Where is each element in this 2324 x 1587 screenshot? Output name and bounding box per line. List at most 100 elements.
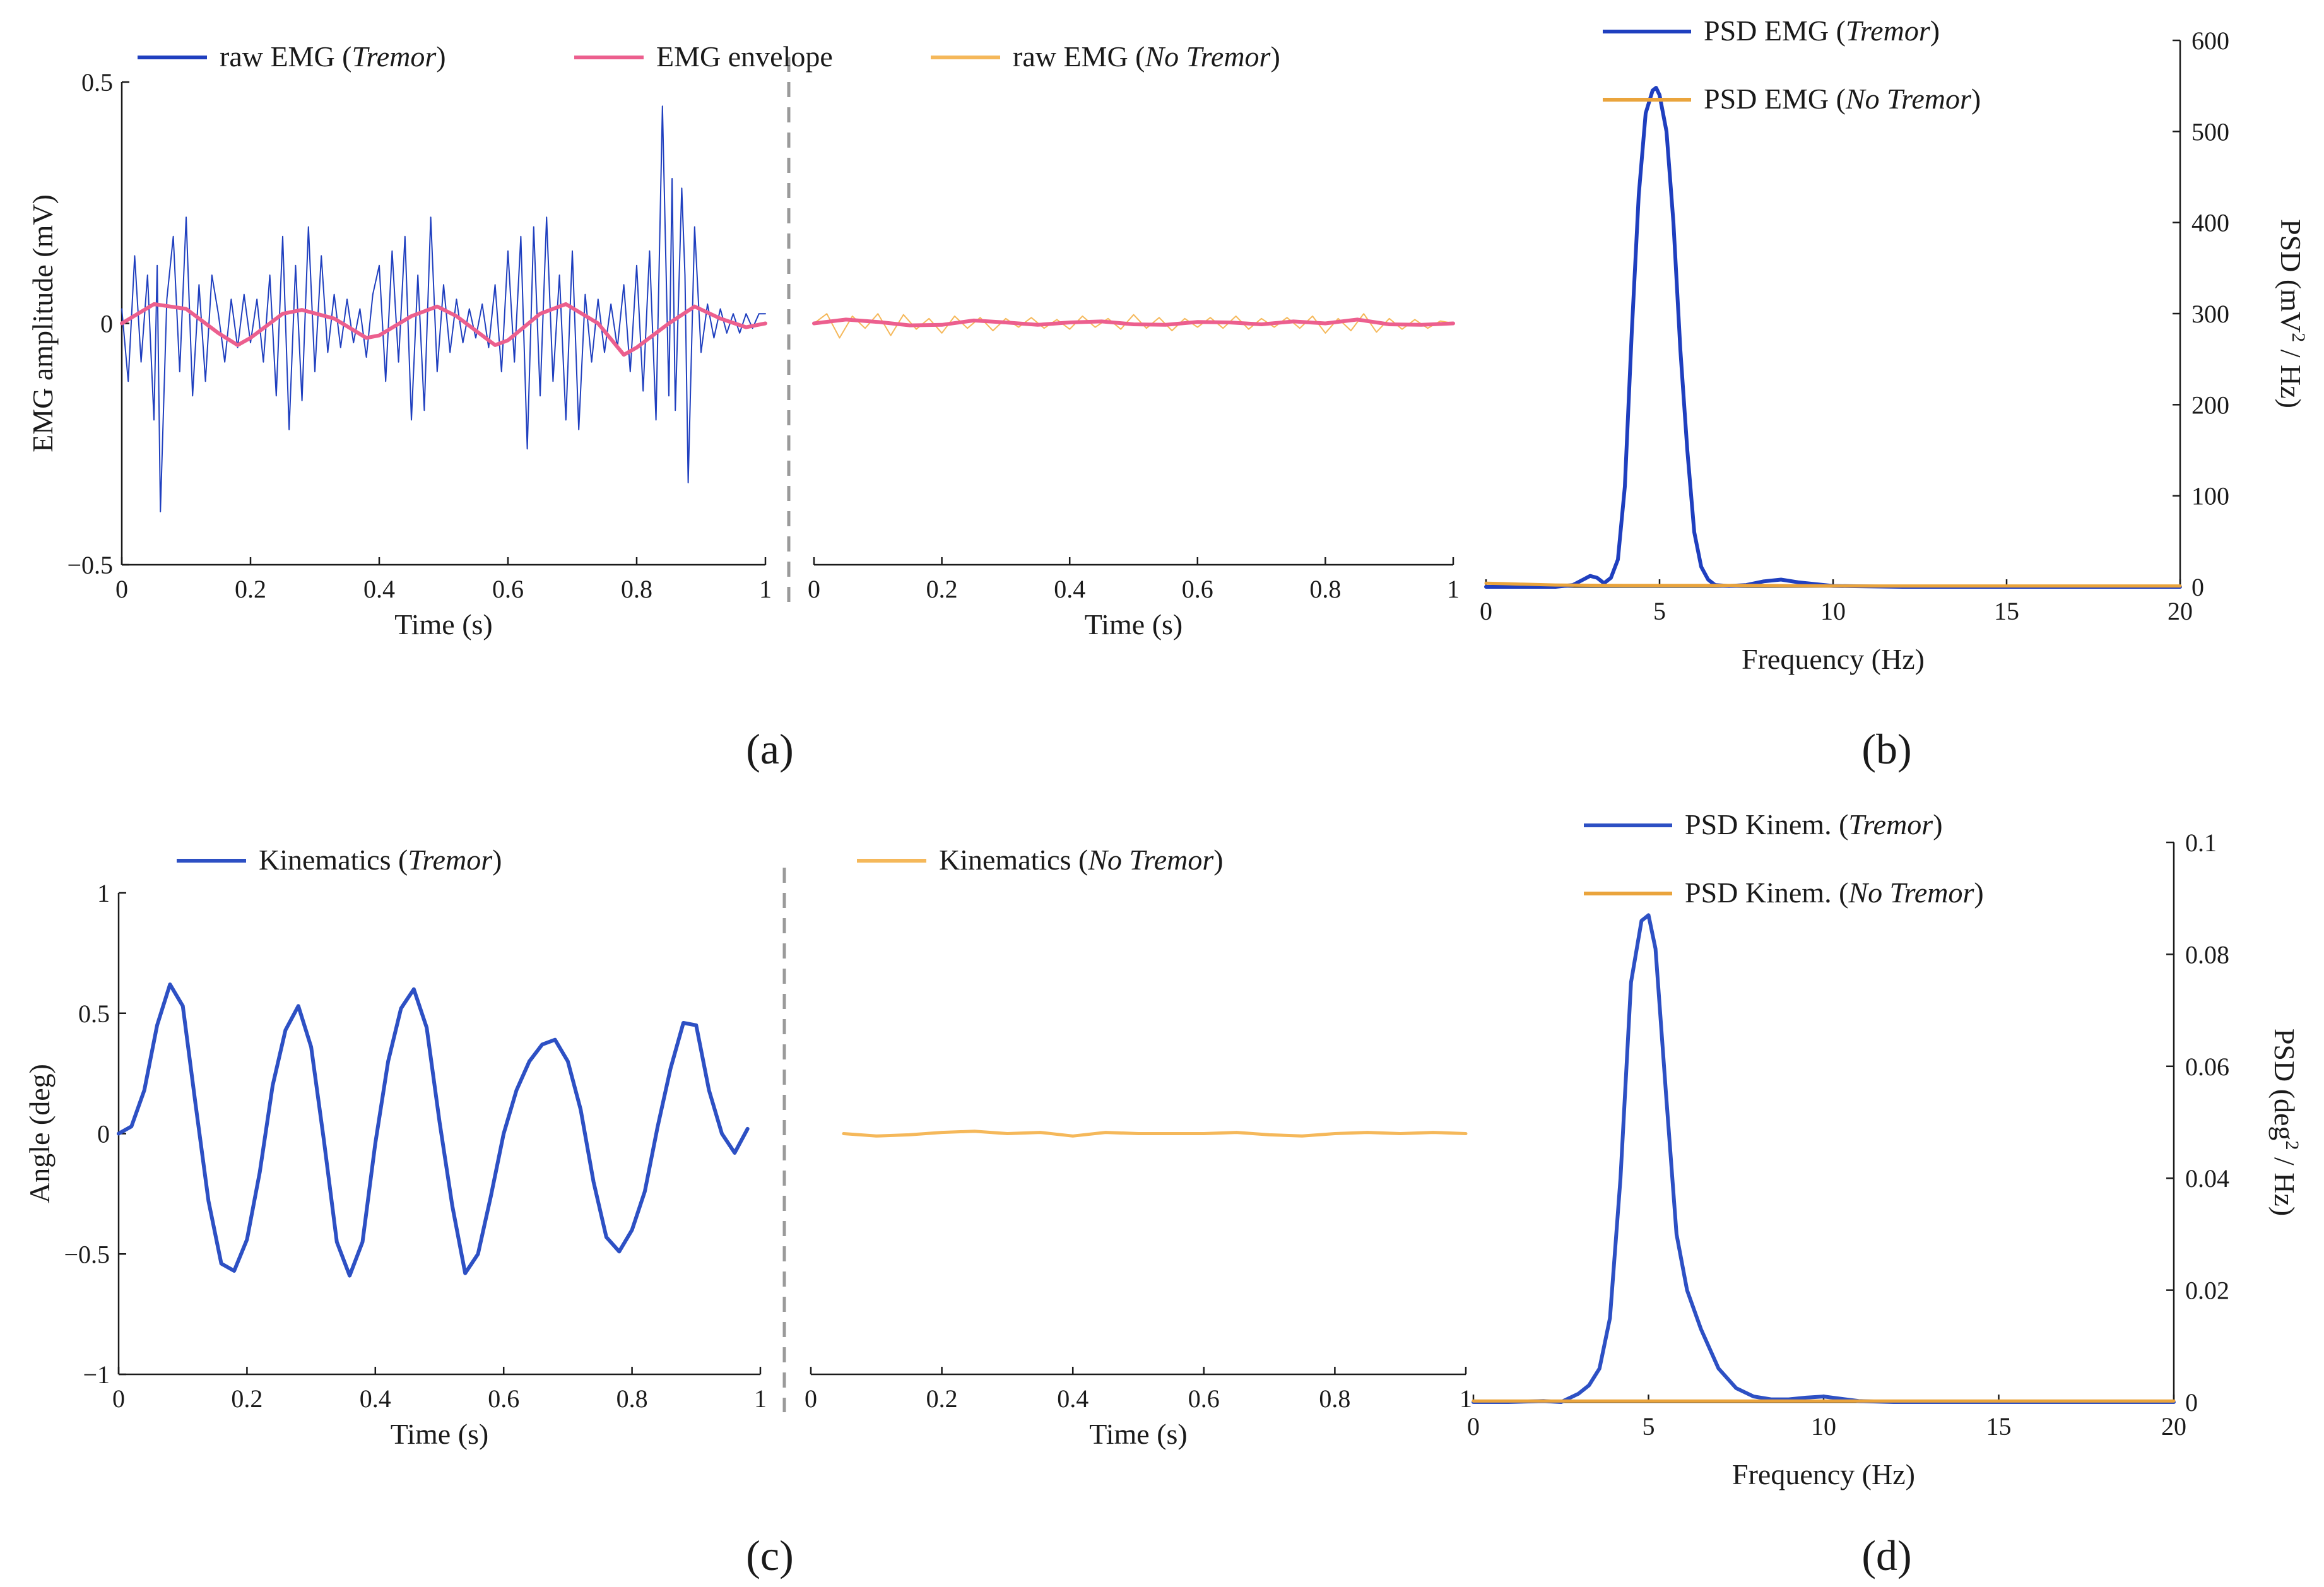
y-tick-label: 0.02 — [2185, 1277, 2229, 1305]
x-tick-label: 0.4 — [1054, 575, 1085, 603]
subplot-1: 0 0.2 0.4 0.6 0.8 1 Time (s) — [112, 982, 767, 1450]
y-tick-label: −0.5 — [64, 1240, 110, 1268]
legend-entry: raw EMG (Tremor) — [138, 40, 446, 73]
x-tick-label: 5 — [1643, 1412, 1655, 1441]
legend-entry-label: PSD Kinem. (Tremor) — [1685, 808, 1943, 841]
legend-entry: PSD Kinem. (No Tremor) — [1584, 876, 1984, 909]
series-line — [842, 1130, 1468, 1138]
x-tick-label: 10 — [1820, 597, 1846, 625]
legend-entry: EMG envelope — [574, 40, 833, 73]
legend-entry-label: raw EMG (No Tremor) — [1013, 40, 1280, 73]
y-tick-label: 0 — [2191, 573, 2204, 601]
x-tick-label: 0.6 — [1188, 1384, 1220, 1413]
legend-entry-label: PSD EMG (Tremor) — [1704, 15, 1940, 47]
x-tick-label: 0.8 — [616, 1384, 648, 1413]
series-line — [121, 105, 766, 512]
legend-entry-label: Kinematics (Tremor) — [259, 844, 502, 876]
x-axis-label: Time (s) — [1089, 1418, 1188, 1450]
y-tick-label: 0.1 — [2185, 829, 2217, 857]
x-axis-label: Frequency (Hz) — [1742, 643, 1925, 675]
y-tick-label: 0.5 — [81, 68, 113, 97]
y-axis-label: PSD (mV2 / Hz) — [2275, 219, 2309, 408]
y-tick-label: 0 — [2185, 1388, 2198, 1417]
x-tick-label: 0.6 — [492, 575, 524, 603]
legend-entry: Kinematics (No Tremor) — [857, 844, 1224, 876]
legend-entry: Kinematics (Tremor) — [177, 844, 502, 876]
panel-label: (b) — [1861, 725, 1911, 773]
y-tick-label: 0.08 — [2185, 940, 2229, 969]
x-tick-label: 1 — [759, 575, 772, 603]
x-tick-label: 0.6 — [1182, 575, 1213, 603]
legend-entry: PSD EMG (Tremor) — [1603, 15, 1940, 47]
x-tick-label: 0.6 — [488, 1384, 519, 1413]
x-tick-label: 0.4 — [1057, 1384, 1088, 1413]
y-axis-label: Angle (deg) — [23, 1064, 56, 1203]
legend-entry-label: EMG envelope — [656, 40, 833, 73]
y-tick-label: 500 — [2191, 117, 2229, 146]
panel-label: (d) — [1861, 1531, 1911, 1579]
panel-c: −1 −0.5 0 0.5 1 Angle (deg) 0 0.2 0.4 0.6 0.8 1 Time… — [23, 844, 1472, 1579]
legend-entry: raw EMG (No Tremor) — [931, 40, 1280, 73]
y-tick-label: 0 — [97, 1120, 110, 1148]
y-tick-label: 0 — [100, 310, 113, 338]
subplot-2: 0 0.2 0.4 0.6 0.8 1 Time (s) — [805, 1130, 1472, 1450]
panel-label: (a) — [746, 725, 793, 773]
series-line — [1484, 581, 2182, 588]
x-tick-label: 5 — [1653, 597, 1666, 625]
x-tick-label: 10 — [1811, 1412, 1836, 1441]
x-tick-label: 0 — [112, 1384, 125, 1413]
x-tick-label: 15 — [1986, 1412, 2012, 1441]
x-axis-label: Frequency (Hz) — [1732, 1458, 1915, 1490]
series-line — [1472, 913, 2176, 1404]
x-tick-label: 0.2 — [231, 1384, 262, 1413]
y-tick-label: 200 — [2191, 391, 2229, 419]
x-tick-label: 0.8 — [621, 575, 652, 603]
series-line — [120, 302, 767, 357]
legend-entry-label: PSD Kinem. (No Tremor) — [1685, 876, 1984, 909]
legend-entry: PSD EMG (No Tremor) — [1603, 83, 1981, 115]
x-axis-label: Time (s) — [1085, 608, 1183, 640]
y-tick-label: 300 — [2191, 300, 2229, 328]
series-line — [117, 982, 750, 1278]
y-tick-label: 0.06 — [2185, 1053, 2229, 1081]
x-tick-label: 0 — [1467, 1412, 1480, 1441]
y-tick-label: 100 — [2191, 482, 2229, 510]
series-line — [1484, 86, 2182, 589]
y-tick-label: 0.5 — [78, 1000, 110, 1028]
y-tick-label: 600 — [2191, 27, 2229, 55]
x-tick-label: 0.2 — [235, 575, 266, 603]
legend-entry: PSD Kinem. (Tremor) — [1584, 808, 1943, 841]
x-tick-label: 0.4 — [360, 1384, 391, 1413]
subplot-1: 0 0.2 0.4 0.6 0.8 1 Time (s) — [115, 105, 772, 640]
x-tick-label: 20 — [2161, 1412, 2186, 1441]
x-tick-label: 0 — [808, 575, 820, 603]
y-tick-label: 1 — [97, 879, 110, 907]
x-tick-label: 1 — [754, 1384, 767, 1413]
legend-entry-label: raw EMG (Tremor) — [220, 40, 446, 73]
series-line — [812, 317, 1455, 327]
x-tick-label: 0 — [1480, 597, 1492, 625]
y-axis-label: EMG amplitude (mV) — [27, 194, 59, 452]
x-tick-label: 0 — [115, 575, 128, 603]
x-axis-label: Time (s) — [391, 1418, 489, 1450]
x-tick-label: 15 — [1994, 597, 2019, 625]
y-tick-label: 0.04 — [2185, 1164, 2229, 1193]
x-axis-label: Time (s) — [394, 608, 493, 640]
x-tick-label: 0.2 — [926, 575, 958, 603]
x-tick-label: 0.2 — [926, 1384, 958, 1413]
panel-label: (c) — [746, 1531, 793, 1579]
y-tick-label: −1 — [83, 1360, 110, 1389]
x-tick-label: 1 — [1447, 575, 1460, 603]
legend-entry-label: PSD EMG (No Tremor) — [1704, 83, 1981, 115]
x-tick-label: 0.8 — [1319, 1384, 1350, 1413]
x-tick-label: 0.8 — [1309, 575, 1341, 603]
y-tick-label: 400 — [2191, 209, 2229, 237]
legend-entry-label: Kinematics (No Tremor) — [939, 844, 1224, 876]
x-tick-label: 0.4 — [363, 575, 395, 603]
y-axis-label: PSD (deg2 / Hz) — [2268, 1029, 2303, 1216]
x-tick-label: 20 — [2168, 597, 2193, 625]
x-tick-label: 0 — [805, 1384, 817, 1413]
subplot-2: 0 0.2 0.4 0.6 0.8 1 Time (s) — [808, 313, 1460, 640]
